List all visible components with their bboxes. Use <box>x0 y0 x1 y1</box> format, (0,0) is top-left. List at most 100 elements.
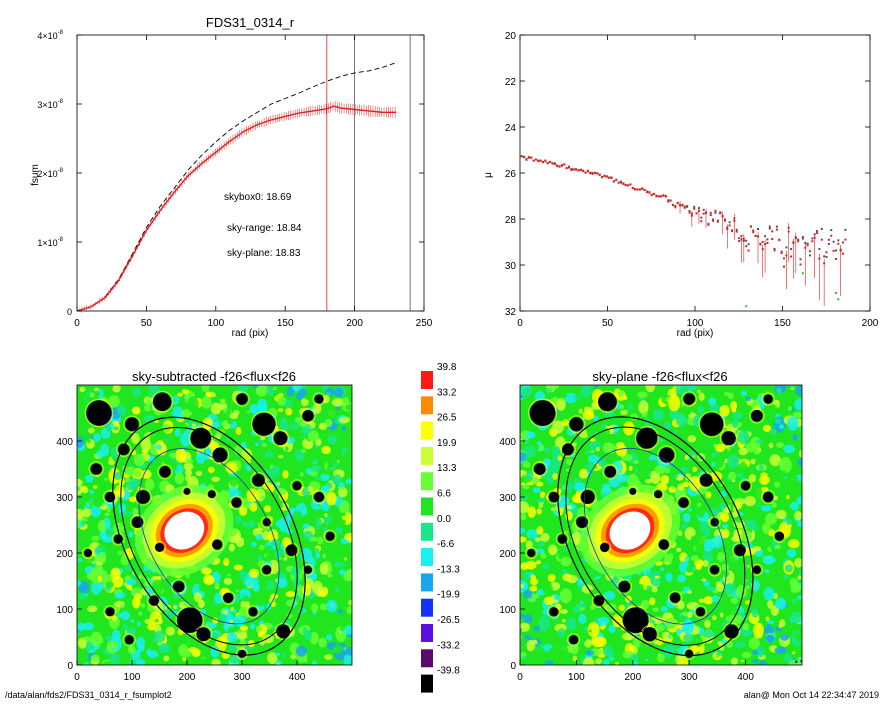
noise-blob <box>248 520 256 529</box>
mu-point-red <box>532 159 535 162</box>
masked-star <box>177 607 203 633</box>
noise-blob <box>258 620 265 626</box>
noise-blob <box>715 443 726 453</box>
mu-point-red <box>676 201 679 204</box>
noise-blob <box>682 481 689 488</box>
noise-blob <box>344 532 352 541</box>
noise-blob <box>532 487 541 494</box>
noise-blob <box>88 427 95 434</box>
star-halo <box>181 485 193 497</box>
noise-blob <box>530 578 539 586</box>
star-halo <box>210 537 225 552</box>
noise-blob <box>524 416 533 426</box>
noise-blob <box>214 582 220 588</box>
star-halo <box>312 392 326 406</box>
masked-star <box>762 491 774 503</box>
noise-blob <box>734 497 746 505</box>
masked-star <box>710 518 719 527</box>
noise-blob <box>728 392 734 400</box>
masked-star <box>190 427 212 449</box>
noise-blob <box>557 628 566 638</box>
mu-point-red <box>757 235 759 238</box>
noise-blob <box>246 410 251 414</box>
noise-blob <box>648 455 658 461</box>
noise-blob <box>285 591 296 598</box>
noise-blob <box>728 471 737 480</box>
noise-blob <box>594 636 607 648</box>
noise-blob <box>697 502 702 508</box>
mu-point-red <box>603 175 606 178</box>
mu-point <box>808 254 811 257</box>
mu-point <box>714 211 717 214</box>
noise-blob <box>248 386 256 397</box>
mu-point-red <box>740 238 743 241</box>
noise-blob <box>520 513 527 521</box>
noise-blob <box>276 396 287 406</box>
mu-point <box>844 228 847 231</box>
noise-blob <box>262 468 272 476</box>
y-tick-label: 2×10-8 <box>37 168 63 179</box>
noise-blob <box>163 655 170 662</box>
noise-blob <box>127 511 134 517</box>
noise-blob <box>136 658 146 665</box>
noise-blob <box>778 460 785 467</box>
noise-blob <box>77 465 82 469</box>
noise-blob <box>721 512 730 523</box>
noise-blob <box>112 385 121 393</box>
mu-point-green <box>818 319 820 321</box>
mu-point-red <box>525 158 528 161</box>
noise-blob <box>702 560 709 567</box>
noise-blob <box>140 603 146 608</box>
noise-blob <box>97 570 108 577</box>
masked-star <box>172 580 185 593</box>
star-halo <box>234 391 250 407</box>
mu-point-red <box>577 169 580 172</box>
mu-point-red <box>605 175 608 178</box>
mu-point <box>712 219 715 222</box>
mu-point-red <box>726 227 729 230</box>
y-tick-exponent: -8 <box>58 168 64 174</box>
mu-point <box>752 229 755 232</box>
noise-blob <box>85 457 93 466</box>
mu-point-red <box>733 217 736 220</box>
y-tick-label: 28 <box>505 215 517 226</box>
noise-blob <box>115 484 125 497</box>
mu-point-red <box>808 250 811 253</box>
noise-blob <box>122 623 128 631</box>
noise-blob <box>339 625 345 632</box>
noise-blob <box>334 586 339 593</box>
mu-point-red <box>761 248 764 251</box>
masked-star <box>302 410 314 422</box>
noise-blob <box>784 584 793 592</box>
noise-blob <box>769 428 777 435</box>
noise-blob <box>697 405 705 415</box>
noise-blob <box>769 404 778 416</box>
noise-blob <box>132 596 141 609</box>
noise-blob <box>96 450 104 459</box>
masked-star <box>125 417 139 432</box>
noise-blob <box>665 572 673 582</box>
mu-point-red <box>688 211 691 214</box>
noise-blob <box>795 385 802 397</box>
star-halo <box>697 471 715 489</box>
noise-dot <box>795 660 798 663</box>
noise-blob <box>165 626 176 636</box>
noise-blob <box>677 600 685 610</box>
noise-blob <box>285 408 293 416</box>
mu-point-red <box>683 206 686 209</box>
noise-blob <box>566 574 578 584</box>
noise-blob <box>638 400 649 415</box>
mu-point-red <box>622 182 625 185</box>
noise-blob <box>329 556 335 564</box>
mu-point <box>832 240 835 243</box>
noise-blob <box>326 491 337 506</box>
noise-blob <box>682 512 691 523</box>
noise-blob <box>520 501 530 514</box>
fsum-panel: FDS31_0314_r 0 50 100 150 200 250 0 1×10-8 2×10-… <box>30 15 433 339</box>
noise-blob <box>201 385 210 393</box>
noise-blob <box>77 631 81 637</box>
sky-plane-frame <box>519 384 803 666</box>
noise-blob <box>637 391 648 399</box>
mu-point <box>747 243 750 246</box>
noise-blob <box>654 410 665 419</box>
